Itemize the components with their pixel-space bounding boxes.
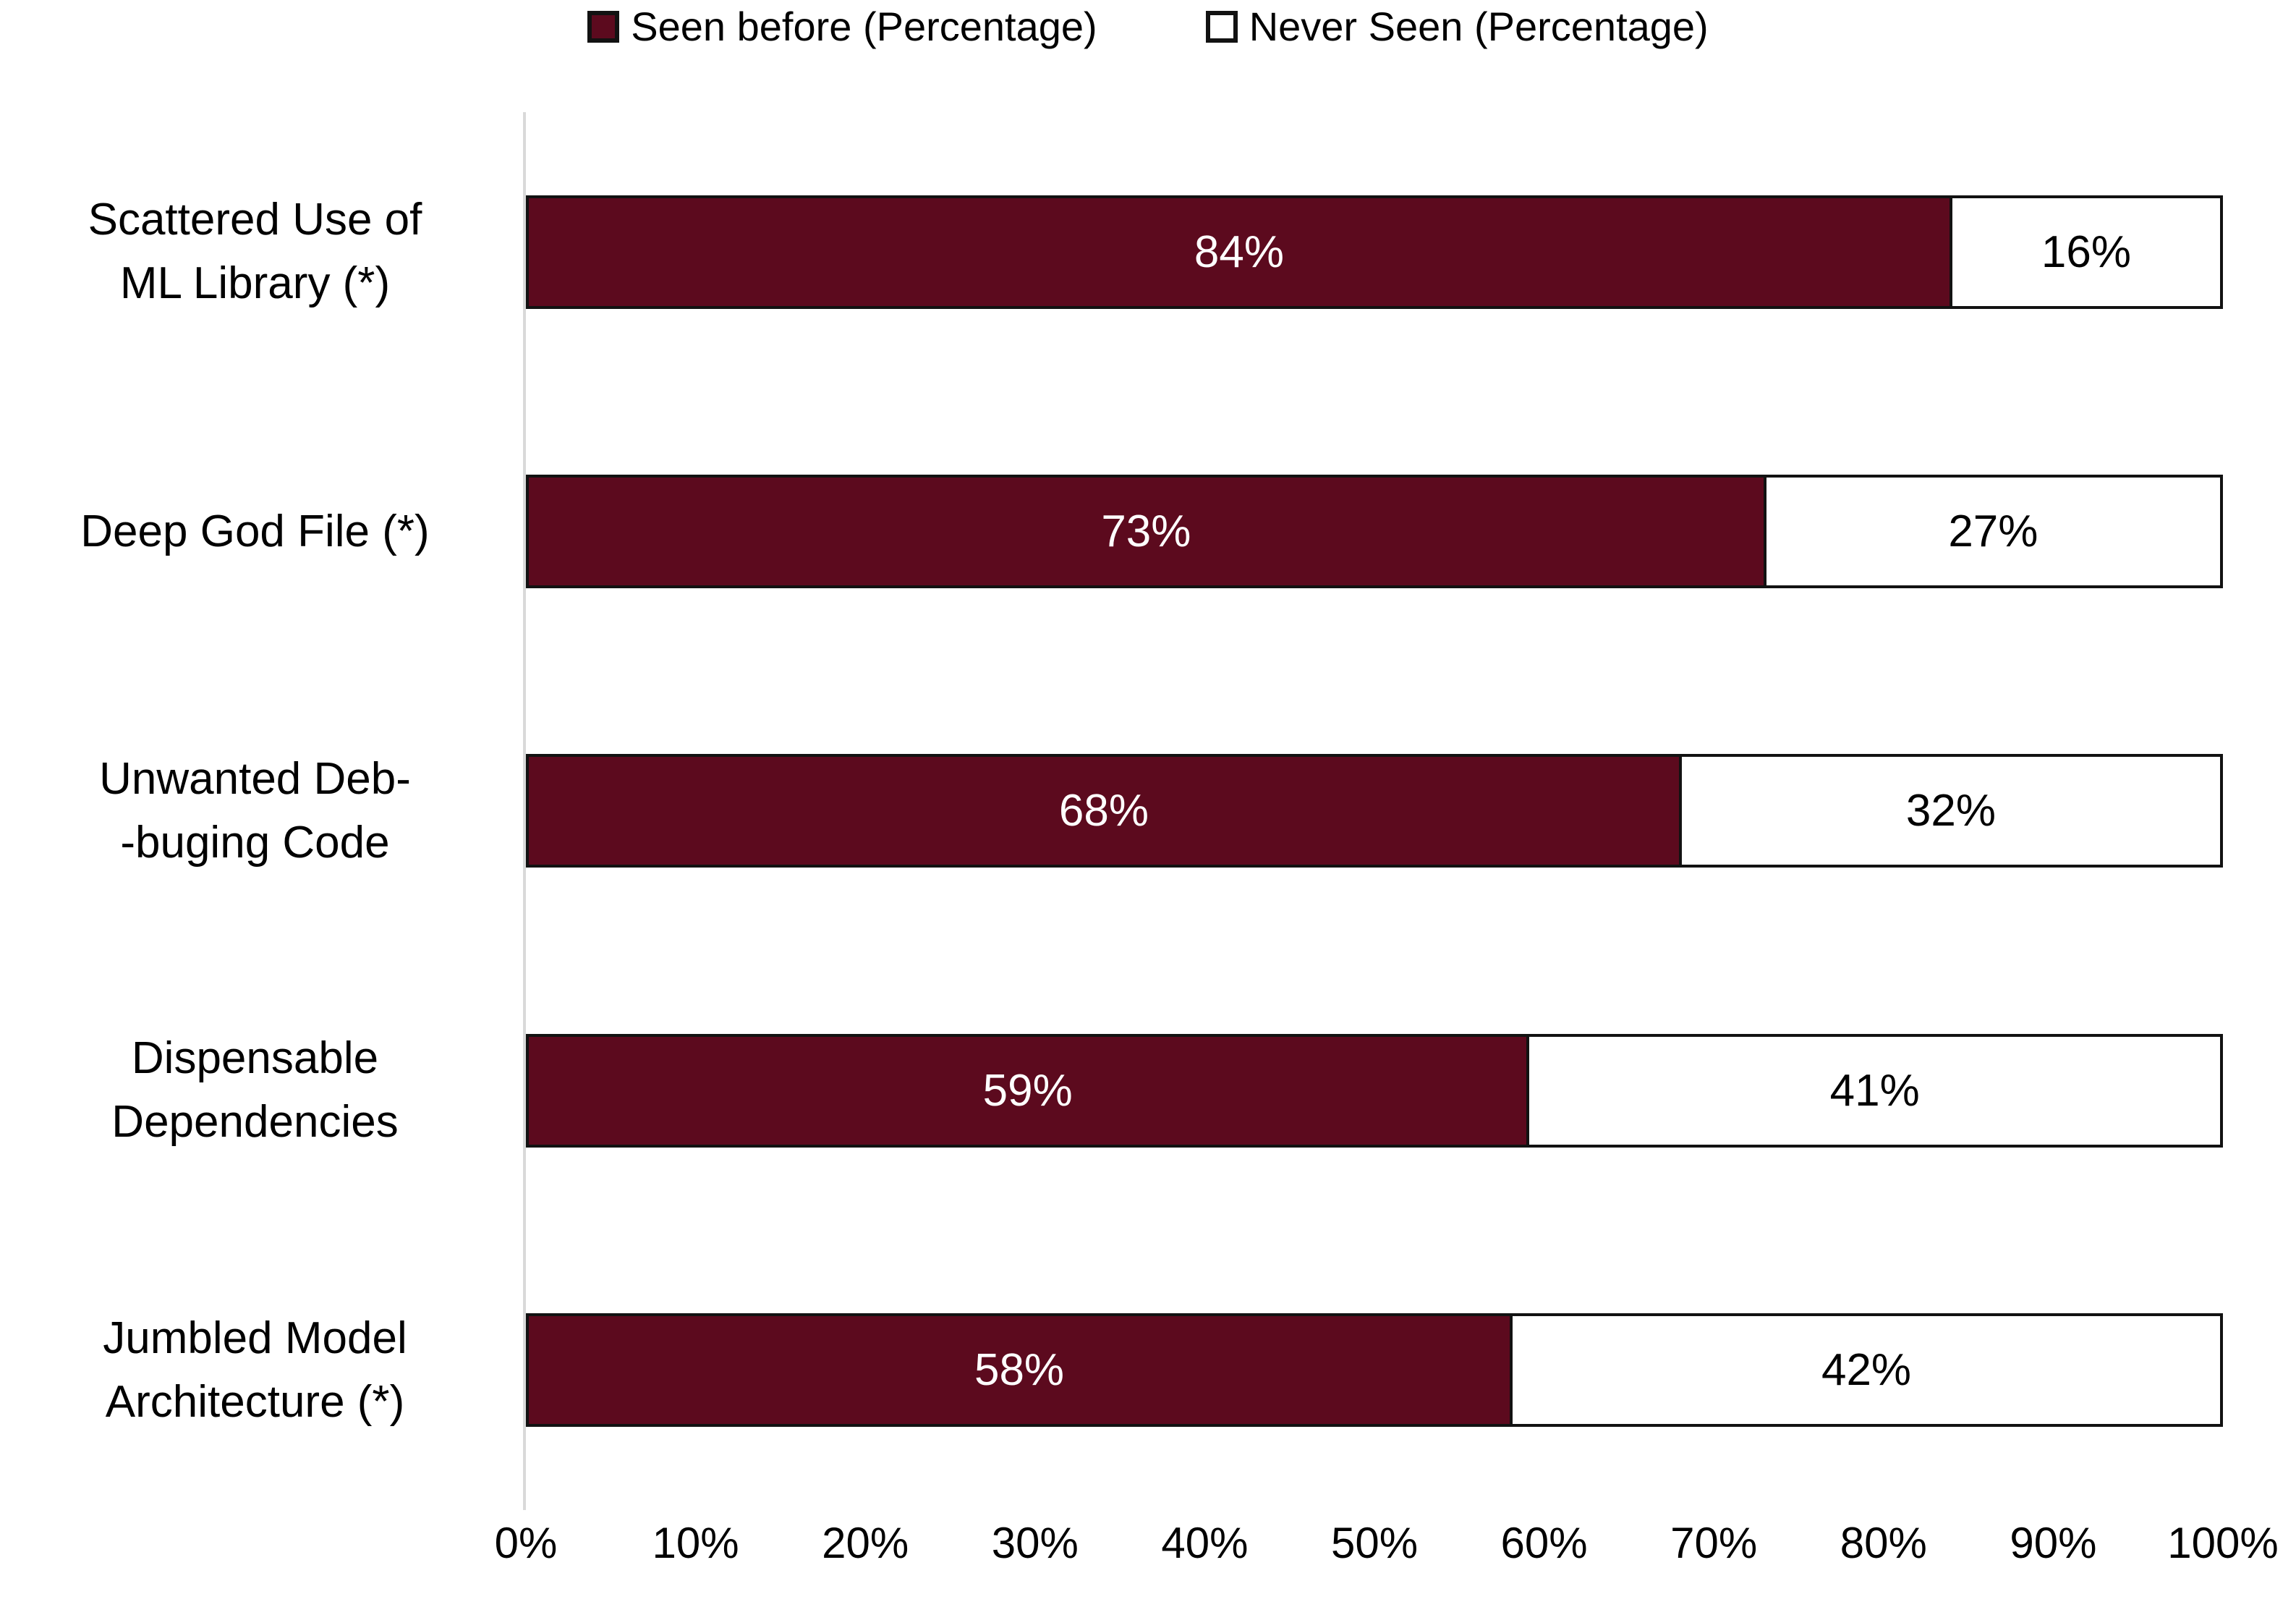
bar-segment-never-seen: 32% xyxy=(1678,757,2220,865)
bar-value-label: 59% xyxy=(982,1065,1073,1116)
y-axis-line xyxy=(523,112,526,1510)
x-axis-tick-label: 60% xyxy=(1500,1519,1588,1567)
x-axis-tick-label: 100% xyxy=(2167,1519,2279,1567)
bar-row: 73% 27% xyxy=(526,475,2223,589)
bar-row: 68% 32% xyxy=(526,754,2223,868)
chart-legend: Seen before (Percentage) Never Seen (Per… xyxy=(0,4,2296,49)
category-label: Jumbled Model Architecture (*) xyxy=(103,1313,407,1427)
never-seen-swatch-icon xyxy=(1205,10,1238,43)
x-axis-tick-label: 20% xyxy=(822,1519,909,1567)
category-label: Deep God File (*) xyxy=(80,506,430,556)
bar-value-label: 27% xyxy=(1948,506,2038,557)
x-axis-tick-label: 50% xyxy=(1330,1519,1419,1567)
bar-row: 58% 42% xyxy=(526,1313,2223,1428)
bar-value-label: 58% xyxy=(974,1345,1065,1396)
bar-segment-seen-before: 68% xyxy=(529,757,1679,865)
bar-segment-never-seen: 16% xyxy=(1949,198,2220,306)
x-axis-tick-label: 40% xyxy=(1161,1519,1249,1567)
seen-before-swatch-icon xyxy=(587,10,620,43)
legend-item-never-seen: Never Seen (Percentage) xyxy=(1205,4,1709,49)
x-axis-tick-label: 0% xyxy=(494,1519,558,1567)
legend-label-seen-before: Seen before (Percentage) xyxy=(631,4,1097,49)
category-label: Dispensable Dependencies xyxy=(111,1033,399,1148)
bar-value-label: 84% xyxy=(1194,226,1284,277)
chart-row: Unwanted Deb- -buging Code 68% 32% xyxy=(0,671,2296,951)
bar-value-label: 16% xyxy=(2041,226,2131,277)
category-label: Unwanted Deb- -buging Code xyxy=(99,753,411,868)
chart-row: Deep God File (*) 73% 27% xyxy=(0,391,2296,671)
bar-value-label: 41% xyxy=(1829,1065,1920,1116)
x-axis-tick-label: 10% xyxy=(652,1519,739,1567)
x-axis-tick-label: 70% xyxy=(1670,1519,1758,1567)
bar-value-label: 32% xyxy=(1905,786,1996,836)
category-label: Scattered Use of ML Library (*) xyxy=(88,195,422,309)
x-axis-tick-label: 80% xyxy=(1840,1519,1927,1567)
bar-row: 84% 16% xyxy=(526,195,2223,309)
bar-segment-seen-before: 84% xyxy=(529,198,1950,306)
bar-segment-seen-before: 73% xyxy=(529,478,1764,586)
bar-value-label: 42% xyxy=(1821,1345,1912,1396)
x-axis-tick-label: 30% xyxy=(991,1519,1079,1567)
chart-row: Dispensable Dependencies 59% 41% xyxy=(0,951,2296,1230)
legend-label-never-seen: Never Seen (Percentage) xyxy=(1249,4,1709,49)
chart-row: Jumbled Model Architecture (*) 58% 42% xyxy=(0,1231,2296,1510)
legend-item-seen-before: Seen before (Percentage) xyxy=(587,4,1097,49)
bar-segment-seen-before: 58% xyxy=(529,1316,1510,1425)
bar-segment-never-seen: 42% xyxy=(1510,1316,2220,1425)
bar-row: 59% 41% xyxy=(526,1033,2223,1148)
bar-value-label: 68% xyxy=(1058,786,1149,836)
bar-segment-seen-before: 59% xyxy=(529,1036,1527,1145)
bar-segment-never-seen: 27% xyxy=(1763,478,2220,586)
chart-row: Scattered Use of ML Library (*) 84% 16% xyxy=(0,112,2296,391)
bar-value-label: 73% xyxy=(1101,506,1191,557)
bar-segment-never-seen: 41% xyxy=(1526,1036,2220,1145)
x-axis-tick-label: 90% xyxy=(2010,1519,2097,1567)
